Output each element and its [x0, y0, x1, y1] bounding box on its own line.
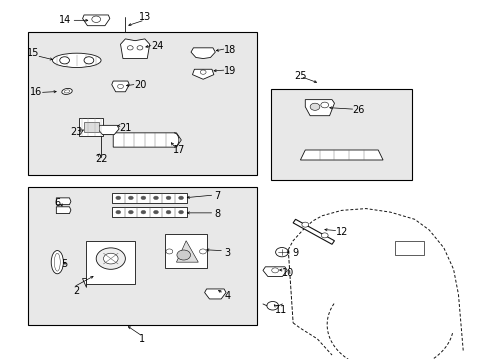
Polygon shape [56, 207, 71, 213]
Bar [112, 193, 187, 203]
Text: 18: 18 [224, 45, 236, 55]
Circle shape [141, 196, 145, 200]
Bar [28, 187, 256, 325]
Text: 24: 24 [150, 41, 163, 51]
Circle shape [309, 103, 319, 111]
Polygon shape [56, 198, 71, 204]
Text: 10: 10 [282, 268, 294, 278]
Circle shape [178, 210, 183, 214]
Circle shape [200, 70, 205, 74]
Circle shape [127, 46, 133, 50]
Bar [112, 207, 187, 217]
Polygon shape [165, 234, 206, 269]
Polygon shape [305, 100, 334, 116]
Circle shape [117, 84, 123, 89]
Text: 5: 5 [61, 259, 67, 269]
Polygon shape [86, 241, 135, 284]
Circle shape [128, 210, 133, 214]
Text: 3: 3 [224, 248, 230, 258]
Polygon shape [112, 81, 129, 92]
Text: 4: 4 [224, 291, 230, 301]
Polygon shape [191, 48, 215, 59]
Polygon shape [300, 150, 382, 160]
Circle shape [84, 57, 94, 64]
Circle shape [96, 248, 125, 269]
Circle shape [301, 222, 308, 227]
Text: 2: 2 [74, 286, 80, 296]
Circle shape [166, 210, 171, 214]
Polygon shape [204, 289, 225, 299]
Ellipse shape [54, 253, 60, 271]
Polygon shape [192, 69, 213, 79]
Text: 26: 26 [352, 105, 364, 115]
Text: 6: 6 [54, 198, 60, 208]
Circle shape [141, 210, 145, 214]
Circle shape [177, 250, 190, 260]
Text: 15: 15 [27, 48, 39, 58]
Text: 9: 9 [292, 248, 298, 258]
Circle shape [116, 196, 121, 200]
Circle shape [166, 196, 171, 200]
Polygon shape [292, 219, 334, 244]
Polygon shape [176, 241, 198, 262]
Ellipse shape [52, 53, 101, 67]
Circle shape [128, 196, 133, 200]
Circle shape [320, 102, 328, 108]
Polygon shape [263, 267, 287, 276]
Polygon shape [120, 39, 149, 59]
Ellipse shape [64, 90, 70, 93]
Bar [28, 32, 256, 175]
Circle shape [153, 210, 158, 214]
Polygon shape [84, 122, 99, 132]
Text: 23: 23 [70, 127, 83, 137]
Polygon shape [81, 278, 86, 287]
Circle shape [266, 301, 278, 310]
Text: 17: 17 [172, 145, 184, 155]
Circle shape [103, 253, 118, 264]
Circle shape [116, 210, 121, 214]
Text: 11: 11 [274, 305, 286, 315]
Text: 20: 20 [134, 80, 146, 90]
Circle shape [178, 196, 183, 200]
Bar [394, 242, 424, 255]
Text: 16: 16 [30, 87, 42, 98]
Circle shape [165, 249, 172, 254]
Circle shape [321, 233, 327, 238]
Text: 22: 22 [95, 154, 107, 163]
Text: 25: 25 [294, 71, 306, 81]
Text: 12: 12 [335, 227, 347, 237]
Text: 21: 21 [119, 123, 131, 133]
Circle shape [271, 268, 278, 273]
Text: 19: 19 [224, 66, 236, 76]
Text: 8: 8 [214, 209, 221, 219]
Circle shape [153, 196, 158, 200]
Text: 1: 1 [139, 334, 145, 344]
Circle shape [92, 16, 101, 22]
Circle shape [275, 248, 287, 257]
Polygon shape [113, 133, 181, 147]
Circle shape [137, 46, 142, 50]
Bar [271, 89, 411, 180]
Ellipse shape [51, 251, 63, 274]
Text: 13: 13 [139, 13, 151, 22]
Circle shape [199, 249, 206, 254]
Polygon shape [79, 118, 103, 136]
Text: 7: 7 [214, 191, 221, 201]
Circle shape [60, 57, 69, 64]
Text: 14: 14 [59, 15, 71, 25]
Polygon shape [82, 15, 110, 26]
Ellipse shape [61, 89, 72, 94]
Polygon shape [98, 125, 119, 135]
